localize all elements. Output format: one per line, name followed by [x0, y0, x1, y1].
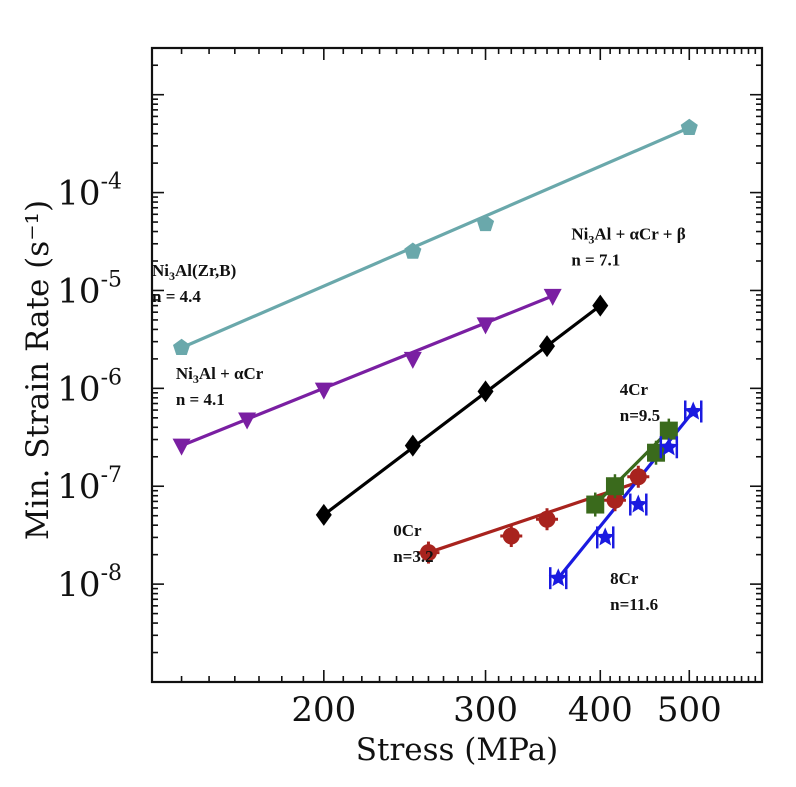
data-point-0cr [536, 508, 559, 531]
x-tick-label: 500 [657, 690, 722, 730]
y-tick-mantissa: 10 [57, 369, 100, 409]
y-tick-label: 10-4 [57, 170, 122, 214]
fit-line-0cr [426, 480, 640, 555]
y-tick-mantissa: 10 [57, 467, 100, 507]
data-point-ni3al-cr [543, 288, 562, 306]
y-tick-exponent: -6 [101, 365, 122, 390]
y-tick-mantissa: 10 [57, 271, 100, 311]
y-tick-label: 10-6 [57, 365, 122, 409]
data-point-ni3al-zr-b [680, 118, 698, 135]
points-layer [172, 118, 703, 590]
y-tick-label: 10-7 [57, 463, 122, 507]
annotation-label: Ni3Al(Zr,B) [152, 261, 236, 283]
data-point-ni3al-zr-b [404, 242, 422, 259]
fit-line-ni3al-zr-b [179, 126, 691, 350]
data-point-8cr [548, 567, 568, 590]
annotation-text: Ni [152, 261, 169, 280]
data-point-8cr [595, 526, 615, 549]
data-point-ni3al-cr [592, 294, 609, 317]
x-tick-label: 400 [568, 690, 633, 730]
annotation-label: n=3.2 [393, 547, 433, 566]
data-point-ni3al-cr [476, 317, 495, 335]
data-point-8cr-star [548, 568, 568, 587]
annotation-text: Al + αCr + β [594, 225, 685, 244]
y-tick-label: 10-8 [57, 561, 122, 605]
annotation-text: Ni [571, 225, 588, 244]
data-point-0cr [500, 525, 523, 548]
y-tick-exponent: -5 [101, 267, 122, 292]
x-tick-label: 300 [453, 690, 518, 730]
annotation-label: n=9.5 [620, 406, 660, 425]
data-point-8cr [628, 493, 648, 516]
annotation-text: Ni [176, 364, 193, 383]
data-point-ni3al-cr [238, 412, 257, 430]
data-point-8cr [659, 436, 679, 459]
y-tick-mantissa: 10 [57, 174, 100, 214]
annotation-label: n=11.6 [610, 595, 658, 614]
data-point-8cr-star [595, 527, 615, 546]
y-tick-exponent: -4 [101, 170, 122, 195]
plot-frame [150, 46, 764, 684]
x-tick-label: 200 [291, 690, 356, 730]
y-tick-exponent: -8 [101, 561, 122, 586]
y-tick-mantissa: 10 [57, 565, 100, 605]
data-point-ni3al-cr [404, 434, 421, 457]
data-point-8cr [683, 400, 703, 423]
data-point-0cr [627, 465, 650, 488]
annotation-label: Ni3Al + αCr + β [571, 225, 685, 247]
data-point-ni3al-cr [539, 335, 556, 358]
data-point-4cr [605, 474, 624, 499]
data-point-4cr [586, 492, 605, 517]
annotation-subscript: 3 [169, 269, 175, 283]
annotation-label: 0Cr [393, 521, 422, 540]
data-point-ni3al-cr [315, 503, 332, 526]
annotation-subscript: 3 [193, 372, 199, 386]
annotation-subscript: 3 [588, 233, 594, 247]
data-point-ni3al-cr [172, 438, 191, 456]
y-axis-title: Min. Strain Rate (s⁻¹) [20, 200, 56, 540]
x-axis-title: Stress (MPa) [356, 732, 558, 768]
annotation-label: Ni3Al + αCr [176, 364, 264, 386]
labels-layer: 200 300 400 50010-810-710-610-510-4Ni3Al(Zr… [57, 170, 721, 730]
data-point-8cr-star [628, 494, 648, 513]
annotation-text: Al + αCr [199, 364, 264, 383]
y-tick-exponent: -7 [101, 463, 122, 488]
data-point-8cr-star [683, 401, 703, 420]
data-point-ni3al-cr [403, 351, 422, 369]
fits-layer [179, 126, 695, 580]
annotation-label: 8Cr [610, 569, 639, 588]
data-point-8cr-star [659, 437, 679, 456]
y-tick-label: 10-5 [57, 267, 122, 311]
data-point-ni3al-cr [477, 380, 494, 403]
data-point-ni3al-zr-b [173, 338, 191, 355]
annotation-text: Al(Zr,B) [175, 261, 236, 280]
fit-line-ni3al-cr [322, 304, 602, 517]
annotation-label: n = 4.4 [152, 287, 201, 306]
annotation-label: 4Cr [620, 380, 649, 399]
data-point-0cr [417, 541, 440, 564]
data-point-ni3al-zr-b [477, 214, 495, 232]
annotation-label: n = 4.1 [176, 390, 225, 409]
annotation-label: n = 7.1 [571, 251, 620, 270]
data-point-ni3al-cr [314, 382, 333, 400]
